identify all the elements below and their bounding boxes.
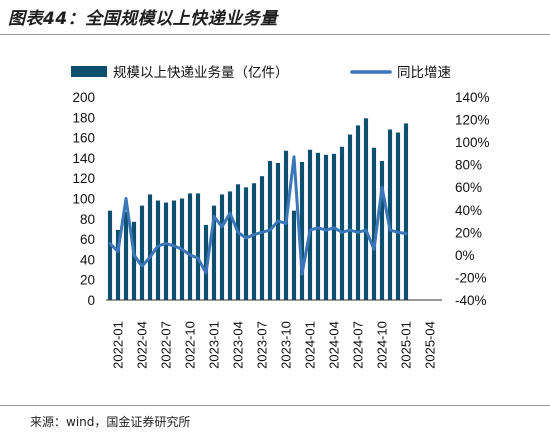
right-tick-label: 80%	[455, 158, 482, 173]
left-tick-label: 100	[72, 192, 95, 207]
figure-title: 图表44：全国规模以上快递业务量	[8, 9, 278, 29]
left-tick-label: 140	[72, 151, 95, 166]
x-tick-label: 2023-01	[207, 321, 222, 369]
bar	[171, 200, 177, 300]
left-tick-label: 80	[80, 212, 95, 227]
bar	[355, 125, 361, 300]
x-tick-label: 2022-04	[135, 321, 150, 369]
left-axis: 0 20 40 60 80 100 120 140 160 180 200	[72, 90, 95, 308]
chart: 规模以上快递业务量（亿件） 同比增速 0 20 40 60 80 100 120 140 160…	[71, 65, 490, 369]
bar	[123, 211, 129, 300]
bar	[403, 123, 409, 300]
bar	[291, 210, 297, 300]
right-tick-label: -20%	[455, 270, 487, 285]
bar	[339, 146, 345, 300]
legend-bar-label: 规模以上快递业务量（亿件）	[113, 65, 289, 80]
bar	[275, 162, 281, 300]
right-tick-label: 20%	[455, 225, 482, 240]
left-tick-label: 0	[87, 293, 95, 308]
right-tick-label: -40%	[455, 293, 487, 308]
bar	[387, 129, 393, 300]
bar	[219, 194, 225, 300]
left-tick-label: 40	[80, 252, 95, 267]
bar	[187, 193, 193, 300]
x-tick-label: 2024-01	[303, 321, 318, 369]
bar	[139, 205, 145, 300]
right-tick-label: 120%	[455, 113, 490, 128]
x-tick-label: 2022-07	[159, 321, 174, 369]
x-tick-label: 2024-04	[327, 321, 342, 369]
x-tick-label: 2023-10	[279, 321, 294, 369]
bar	[251, 183, 257, 300]
legend: 规模以上快递业务量（亿件） 同比增速	[71, 65, 451, 80]
bar	[395, 132, 401, 300]
left-tick-label: 20	[80, 273, 95, 288]
x-tick-label: 2025-01	[399, 321, 414, 369]
bar	[131, 221, 137, 300]
growth-rate-line	[108, 155, 408, 276]
source-divider	[0, 405, 550, 406]
legend-bar-swatch	[71, 66, 107, 77]
left-tick-label: 200	[72, 90, 95, 105]
right-tick-label: 40%	[455, 203, 482, 218]
bar	[147, 194, 153, 300]
bar	[283, 150, 289, 300]
bar-series	[107, 118, 409, 300]
right-tick-label: 0%	[455, 248, 475, 263]
bar	[323, 154, 329, 300]
bar	[363, 118, 369, 300]
bar	[195, 193, 201, 300]
left-tick-label: 160	[72, 131, 95, 146]
right-tick-label: 140%	[455, 90, 490, 105]
bar	[371, 147, 377, 300]
bar	[299, 161, 305, 300]
x-tick-label: 2022-01	[111, 321, 126, 369]
bar	[259, 176, 265, 300]
x-axis: 2022-01 2022-04 2022-07 2022-10 2023-01 2023-…	[111, 321, 438, 369]
right-tick-label: 100%	[455, 135, 490, 150]
right-tick-label: 60%	[455, 180, 482, 195]
bar	[211, 205, 217, 300]
bar	[347, 134, 353, 300]
bar	[107, 210, 113, 300]
bar	[163, 202, 169, 300]
left-tick-label: 180	[72, 110, 95, 125]
title-divider	[0, 34, 550, 35]
x-tick-label: 2025-04	[423, 321, 438, 369]
bar	[307, 149, 313, 300]
bar	[235, 184, 241, 300]
legend-line-label: 同比增速	[397, 65, 451, 80]
bar	[379, 160, 385, 300]
right-axis: -40% -20% 0% 20% 40% 60% 80% 100% 120% 140%	[455, 90, 490, 308]
bar	[155, 200, 161, 300]
x-tick-label: 2023-04	[231, 321, 246, 369]
x-tick-label: 2024-07	[351, 321, 366, 369]
left-tick-label: 120	[72, 171, 95, 186]
bar	[243, 187, 249, 300]
left-tick-label: 60	[80, 232, 95, 247]
x-tick-label: 2023-07	[255, 321, 270, 369]
x-tick-label: 2024-10	[375, 321, 390, 369]
x-tick-label: 2022-10	[183, 321, 198, 369]
bar	[227, 191, 233, 300]
bar	[115, 229, 121, 300]
source-note: 来源：wind，国金证券研究所	[30, 415, 191, 429]
